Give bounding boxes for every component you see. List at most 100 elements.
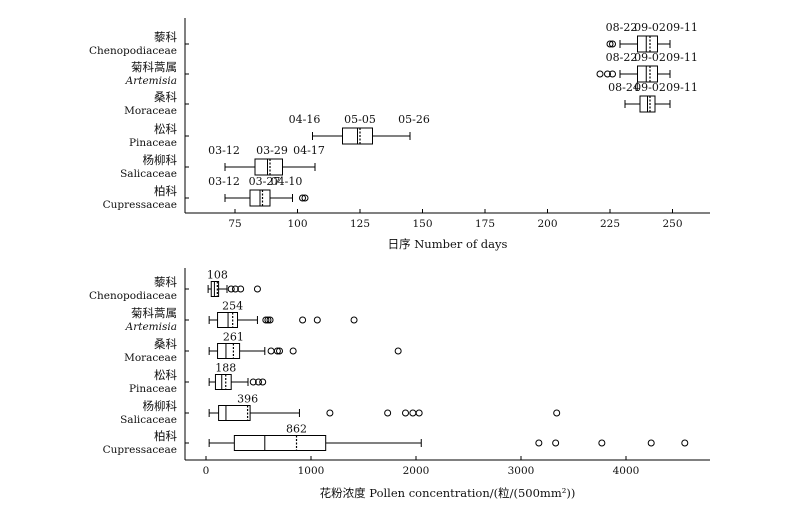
outlier-point (609, 40, 616, 48)
outlier-point (264, 316, 272, 324)
category-label-cn: 柏科 (154, 429, 177, 443)
iqr-box (233, 435, 327, 451)
mean-value-label: 108 (207, 269, 228, 282)
outlier-point (253, 285, 261, 293)
date-end-label: 04-17 (293, 144, 325, 157)
date-start-label: 08-24 (608, 81, 640, 94)
category-label-cn: 杨柳科 (143, 399, 178, 413)
x-tick-label: 250 (662, 218, 682, 230)
category-label-cn: 杨柳科 (143, 153, 178, 167)
box-4: 04-16 05-05 05-26 (289, 113, 430, 145)
outlier-point (409, 409, 417, 417)
date-end-label: 09-11 (666, 21, 698, 34)
outlier-point (535, 439, 543, 447)
outlier-point (299, 194, 306, 202)
category-label-cn: 桑科 (154, 337, 177, 351)
outlier-point (606, 40, 614, 48)
category-label-en: Artemisia (125, 75, 177, 87)
outlier-point (647, 439, 655, 447)
category-label-cn: 松科 (154, 368, 177, 382)
outlier-point (273, 347, 281, 355)
category-label-cn: 菊科蒿属 (131, 60, 177, 74)
outlier-point (552, 439, 560, 447)
mean-value-label: 862 (286, 423, 307, 436)
outlier-point (681, 439, 689, 447)
outlier-point (394, 347, 402, 355)
outlier-point (276, 347, 283, 355)
iqr-box (214, 374, 232, 390)
x-axis-label: 花粉浓度 Pollen concentration/(粒/(500mm²)) (320, 486, 576, 500)
category-label-en: Cupressaceae (103, 199, 177, 211)
category-label-en: Moraceae (124, 105, 177, 117)
date-start-label: 08-22 (606, 51, 638, 64)
category-label-en: Pinaceae (129, 383, 177, 395)
outlier-point (326, 409, 334, 417)
iqr-box (217, 312, 239, 328)
date-start-label: 08-22 (606, 21, 638, 34)
date-end-label: 04-10 (271, 175, 303, 188)
outlier-point (237, 285, 245, 293)
outlier-point (415, 409, 423, 417)
category-label-en: Moraceae (124, 352, 177, 364)
outlier-point (301, 194, 309, 202)
x-tick-label: 125 (350, 218, 370, 230)
box-4: 188 (208, 362, 267, 390)
x-tick-label: 0 (203, 465, 210, 477)
iqr-box (217, 343, 241, 359)
date-end-label: 09-11 (666, 81, 698, 94)
date-peak-label: 03-27 (249, 175, 281, 188)
date-peak-label: 03-29 (256, 144, 288, 157)
date-start-label: 04-16 (289, 113, 321, 126)
category-label-cn: 柏科 (154, 184, 177, 198)
x-axis-label: 日序 Number of days (388, 237, 508, 251)
iqr-box (210, 281, 220, 297)
outlier-point (259, 378, 267, 386)
date-start-label: 03-12 (208, 144, 240, 157)
outlier-point (262, 316, 270, 324)
outlier-point (255, 378, 262, 386)
category-label-en: Chenopodiaceae (89, 290, 177, 302)
mean-value-label: 188 (215, 362, 236, 375)
iqr-box (218, 405, 251, 421)
mean-value-label: 261 (223, 331, 244, 344)
outlier-point (598, 439, 606, 447)
category-label-en: Artemisia (125, 321, 177, 333)
outlier-point (609, 70, 616, 78)
mean-value-label: 254 (222, 300, 243, 313)
category-label-cn: 藜科 (154, 30, 177, 44)
category-label-en: Cupressaceae (103, 444, 177, 456)
outlier-point (289, 347, 297, 355)
x-tick-label: 1000 (298, 465, 325, 477)
date-peak-label: 09-02 (634, 81, 666, 94)
box-6: 862 (208, 423, 689, 451)
outlier-point (384, 409, 392, 417)
box-1: 108 (207, 269, 261, 297)
box-5: 396 (208, 393, 561, 421)
outlier-point (227, 285, 235, 293)
category-label-cn: 菊科蒿属 (131, 306, 177, 320)
iqr-box (637, 65, 658, 83)
box-3: 261 (208, 331, 402, 359)
box-5: 03-12 03-29 04-17 (208, 144, 325, 176)
x-tick-label: 3000 (508, 465, 535, 477)
x-tick-label: 200 (537, 218, 557, 230)
x-tick-label: 75 (228, 218, 241, 230)
date-end-label: 09-11 (666, 51, 698, 64)
date-peak-label: 09-02 (634, 51, 666, 64)
outlier-point (350, 316, 358, 324)
outlier-point (299, 316, 307, 324)
outlier-point (249, 378, 257, 386)
outlier-point (266, 316, 274, 324)
outlier-point (313, 316, 321, 324)
outlier-point (231, 285, 239, 293)
date-peak-label: 05-05 (344, 113, 376, 126)
x-tick-label: 225 (600, 218, 620, 230)
category-label-en: Pinaceae (129, 137, 177, 149)
x-tick-label: 175 (475, 218, 495, 230)
x-tick-label: 150 (412, 218, 432, 230)
category-label-en: Salicaceae (120, 168, 177, 180)
